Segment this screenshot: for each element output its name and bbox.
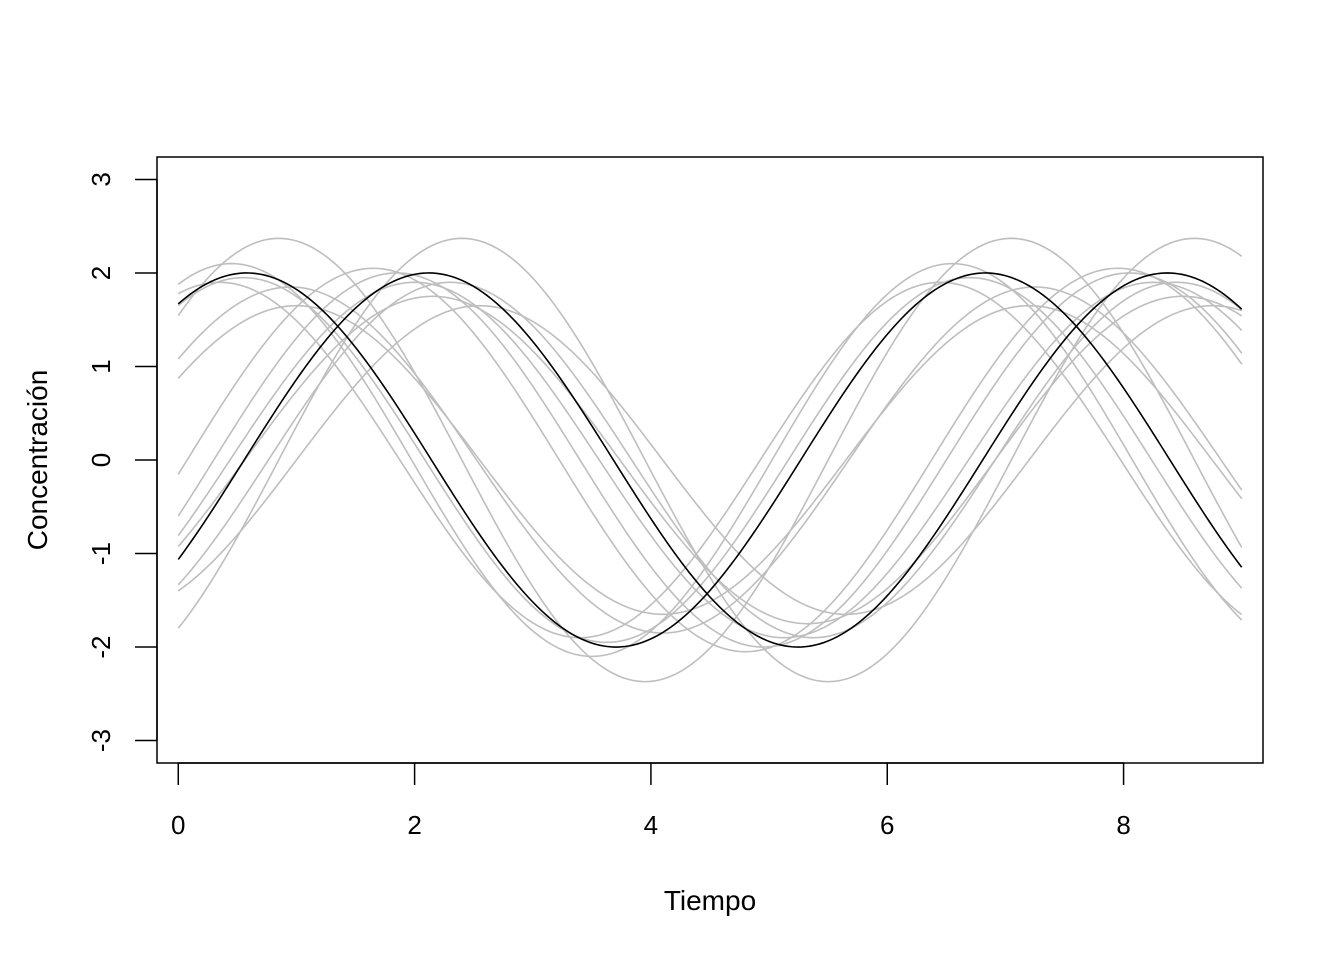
y-axis: -3 -2 -1 0 1 2 3 [86,172,158,752]
y-tick-label: -1 [86,542,116,565]
series-line-14 [177,272,1243,648]
x-tick-label: 8 [1116,810,1130,840]
series-line-6 [177,276,1243,644]
plot-frame [156,156,1264,764]
series-line-4 [177,304,1242,616]
y-tick-label: 1 [86,359,116,373]
series-line-15 [177,272,1243,648]
y-tick-label: -2 [86,635,116,658]
y-tick-label: 0 [86,453,116,467]
series-line-9 [177,281,1243,639]
series-line-11 [177,272,1243,648]
y-tick-label: 3 [86,172,116,186]
series-layer [177,237,1243,683]
y-axis-title: Concentración [22,370,53,551]
x-tick-label: 6 [880,810,894,840]
series-line-1 [177,237,1243,683]
x-axis: 0 2 4 6 8 [171,762,1131,840]
x-tick-label: 0 [171,810,185,840]
series-line-8 [177,262,1243,658]
series-line-7 [177,286,1243,634]
y-tick-label: 2 [86,266,116,280]
series-line-5 [177,281,1243,639]
x-tick-label: 4 [644,810,658,840]
series-line-2 [177,237,1243,683]
y-tick-label: -3 [86,729,116,752]
x-tick-label: 2 [407,810,421,840]
series-line-12 [177,281,1243,639]
series-line-13 [177,267,1243,653]
x-axis-title: Tiempo [664,885,756,916]
